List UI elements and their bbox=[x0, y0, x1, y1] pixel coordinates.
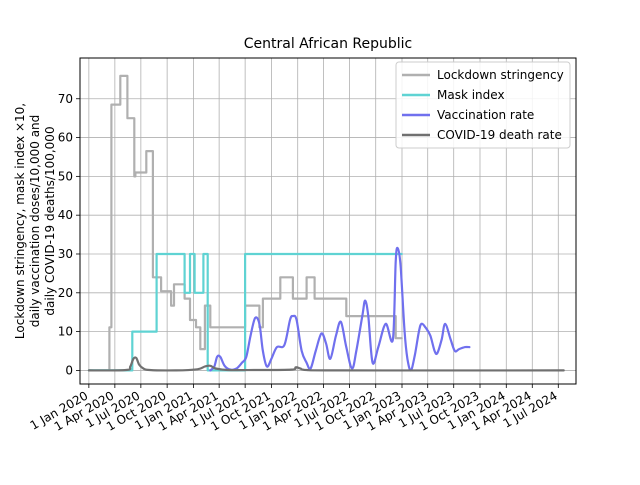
legend-box bbox=[395, 61, 571, 149]
y-axis-label-line-1: Lockdown stringency, mask index ×10, bbox=[13, 103, 27, 339]
series-line-covid-death-rate bbox=[87, 356, 565, 372]
legend-label-death: COVID-19 death rate bbox=[437, 128, 562, 142]
y-tick-label: 30 bbox=[58, 247, 73, 261]
series-line-lockdown-stringency bbox=[87, 74, 403, 372]
y-axis-label-line-2: daily vaccination doses/10,000 and bbox=[28, 115, 42, 328]
legend-label-mask: Mask index bbox=[437, 88, 505, 102]
series-line-vaccination-rate bbox=[209, 246, 471, 372]
y-axis-label-line-3: daily COVID-19 deaths/100,000 bbox=[43, 126, 57, 315]
legend-label-vaccination: Vaccination rate bbox=[437, 108, 534, 122]
legend: Lockdown stringency Mask index Vaccinati… bbox=[395, 61, 571, 149]
y-tick-label: 0 bbox=[65, 363, 73, 377]
chart-title: Central African Republic bbox=[244, 36, 413, 52]
legend-label-lockdown: Lockdown stringency bbox=[437, 68, 564, 82]
y-tick-label: 70 bbox=[58, 92, 73, 106]
y-tick-label: 50 bbox=[58, 169, 73, 183]
y-tick-label: 40 bbox=[58, 208, 73, 222]
plot-frame bbox=[79, 57, 577, 385]
series-layer bbox=[87, 74, 565, 372]
y-tick-label: 60 bbox=[58, 131, 73, 145]
y-tick-label: 10 bbox=[58, 325, 73, 339]
y-tick-label: 20 bbox=[58, 286, 73, 300]
y-axis-label: Lockdown stringency, mask index ×10, dai… bbox=[13, 103, 57, 339]
